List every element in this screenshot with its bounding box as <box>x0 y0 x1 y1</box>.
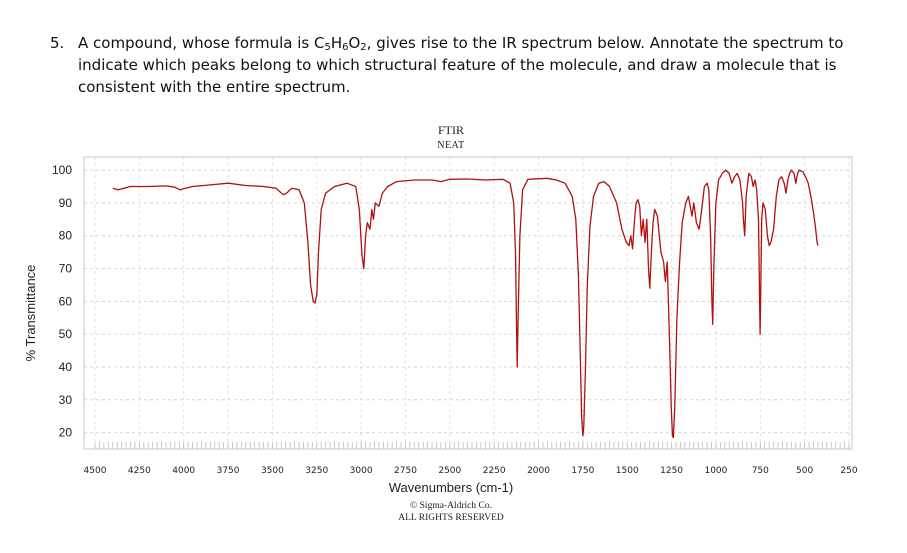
copyright-line: © Sigma-Aldrich Co. <box>410 500 492 511</box>
x-tick-label: 4000 <box>172 466 195 476</box>
x-tick-label: 3750 <box>217 466 240 476</box>
x-tick-label: 1500 <box>616 466 639 476</box>
x-tick-label: 2750 <box>394 466 417 476</box>
x-tick-label: 2250 <box>483 466 506 476</box>
y-tick-label: 100 <box>52 163 72 177</box>
x-tick-label: 1750 <box>571 466 594 476</box>
x-tick-label: 4500 <box>84 466 107 476</box>
formula-subscript: 6 <box>342 42 349 53</box>
x-tick-label: 3250 <box>305 466 328 476</box>
chart-title: FTIR <box>438 123 464 137</box>
x-tick-label: 1000 <box>704 466 727 476</box>
y-axis-ticks: 20 30 40 50 60 70 80 90 100 <box>52 163 72 439</box>
x-tick-label: 750 <box>752 466 769 476</box>
y-tick-label: 70 <box>59 262 73 276</box>
formula-subscript: 5 <box>324 42 331 53</box>
x-tick-label: 1250 <box>660 466 683 476</box>
y-tick-label: 80 <box>59 229 73 243</box>
x-axis-ticks: 4500 4250 4000 3750 3500 3250 3000 2750 2500 2250… <box>84 466 858 476</box>
y-tick-label: 40 <box>59 360 73 374</box>
y-tick-label: 30 <box>59 393 73 407</box>
x-tick-label: 250 <box>840 466 857 476</box>
question-text-part: , gives rise to the IR spectrum below. A… <box>78 34 844 96</box>
x-tick-label: 4250 <box>128 466 151 476</box>
y-tick-label: 50 <box>59 327 73 341</box>
x-tick-label: 3000 <box>350 466 373 476</box>
question-text: A compound, whose formula is C5H6O2, giv… <box>78 32 868 98</box>
x-axis-label: Wavenumbers (cm-1) <box>389 480 513 495</box>
formula-subscript: 2 <box>360 42 367 53</box>
y-tick-label: 60 <box>59 294 73 308</box>
grid <box>84 157 852 449</box>
chart-subtitle: NEAT <box>437 140 465 151</box>
y-tick-label: 20 <box>59 426 73 440</box>
formula-element: H <box>330 34 343 52</box>
x-tick-label: 3500 <box>261 466 284 476</box>
y-axis-label: % Transmittance <box>23 265 38 362</box>
rights-line: ALL RIGHTS RESERVED <box>398 513 504 523</box>
x-tick-label: 2000 <box>527 466 550 476</box>
x-tick-label: 2500 <box>438 466 461 476</box>
y-tick-label: 90 <box>59 196 73 210</box>
x-tick-label: 500 <box>796 466 813 476</box>
x-axis-minor-ticks <box>94 442 850 449</box>
question-text-part: A compound, whose formula is C <box>78 34 325 52</box>
formula-element: O <box>348 34 361 52</box>
spectrum-line <box>112 169 819 439</box>
question-number: 5. <box>50 34 65 52</box>
plot-frame <box>83 156 853 450</box>
